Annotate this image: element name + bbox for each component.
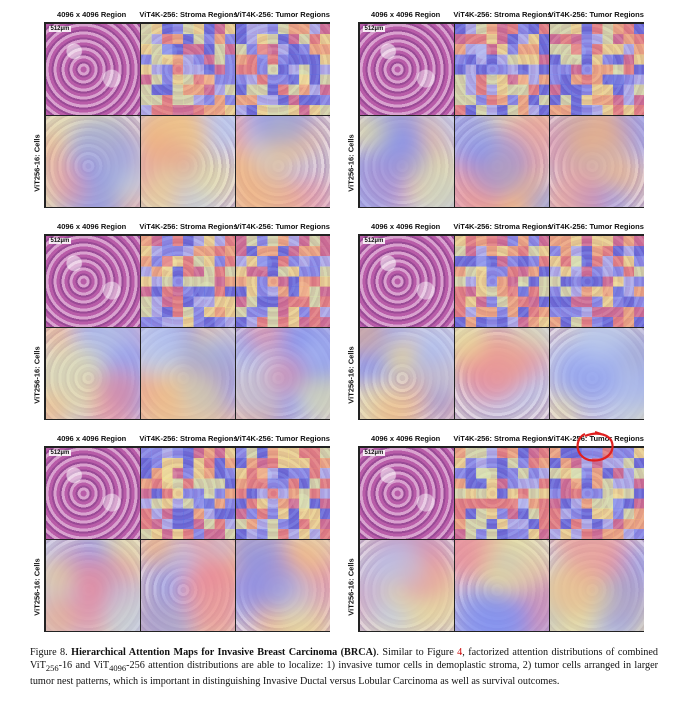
caption-text-c: -16 and ViT xyxy=(58,660,110,671)
side-label: ViT256-16: Cells xyxy=(30,330,44,420)
header-tumor: ViT4K-256: Tumor Regions xyxy=(234,222,330,231)
image-grid: 512µm xyxy=(358,22,645,208)
side-label-text: ViT256-16: Cells xyxy=(32,346,42,404)
figure-ref-link[interactable]: 4 xyxy=(457,647,463,658)
cell-attention-map xyxy=(454,539,550,631)
cell-attention-map xyxy=(550,539,645,631)
header-tumor: ViT4K-256: Tumor Regions xyxy=(234,10,330,19)
figure-caption: Figure 8. Hierarchical Attention Maps fo… xyxy=(30,646,658,688)
cell-attention-map xyxy=(236,115,331,207)
header-stroma: ViT4K-256: Stroma Regions xyxy=(139,10,238,19)
patch-attention-map xyxy=(140,235,236,327)
caption-sub-1: 256 xyxy=(45,663,59,674)
header-stroma: ViT4K-256: Stroma Regions xyxy=(453,222,552,231)
red-circle-annotation xyxy=(576,431,614,462)
header-region: 4096 x 4096 Region xyxy=(371,434,441,443)
patch-attention-map xyxy=(550,23,645,115)
panel-4: 4096 x 4096 Region ViT4K-256: Stroma Regi… xyxy=(344,222,645,420)
side-label: ViT256-16: Cells xyxy=(344,118,358,208)
header-stroma: ViT4K-256: Stroma Regions xyxy=(139,434,238,443)
he-region-image: 512µm xyxy=(45,23,140,115)
patch-attention-map xyxy=(454,23,550,115)
panel-5: 4096 x 4096 Region ViT4K-256: Stroma Regi… xyxy=(30,434,331,632)
he-region-image: 512µm xyxy=(45,235,140,327)
he-region-image: 512µm xyxy=(359,235,454,327)
scale-bar-label: 512µm xyxy=(362,449,386,456)
cell-attention-region xyxy=(359,327,454,419)
side-label: ViT256-16: Cells xyxy=(30,542,44,632)
cell-attention-map xyxy=(550,115,645,207)
caption-text-b: , factorized attention distributions of … xyxy=(30,647,658,671)
header-stroma: ViT4K-256: Stroma Regions xyxy=(453,434,552,443)
patch-attention-map xyxy=(236,23,331,115)
patch-attention-map xyxy=(550,447,645,539)
patch-attention-map xyxy=(140,447,236,539)
panel-6: 4096 x 4096 Region ViT4K-256: Stroma Regi… xyxy=(344,434,645,632)
scale-bar-label: 512µm xyxy=(48,449,72,456)
caption-sub-2: 4096 xyxy=(109,663,127,674)
patch-attention-map xyxy=(236,235,331,327)
side-label-text: ViT256-16: Cells xyxy=(32,134,42,192)
header-region: 4096 x 4096 Region xyxy=(57,434,127,443)
side-label: ViT256-16: Cells xyxy=(30,118,44,208)
side-label-text: ViT256-16: Cells xyxy=(32,558,42,616)
cell-attention-region xyxy=(359,539,454,631)
header-region: 4096 x 4096 Region xyxy=(371,222,441,231)
caption-text-d: -256 attention distributions are able to… xyxy=(30,660,659,688)
cell-attention-map xyxy=(140,115,236,207)
side-label-text: ViT256-16: Cells xyxy=(346,346,356,404)
header-tumor: ViT4K-256: Tumor Regions xyxy=(234,434,330,443)
he-region-image: 512µm xyxy=(45,447,140,539)
cell-attention-region xyxy=(45,327,140,419)
cell-attention-map xyxy=(454,327,550,419)
he-region-image: 512µm xyxy=(359,23,454,115)
panel-3: 4096 x 4096 Region ViT4K-256: Stroma Regi… xyxy=(30,222,331,420)
cell-attention-map xyxy=(140,327,236,419)
image-grid: 512µm xyxy=(44,234,331,420)
cell-attention-map xyxy=(236,327,331,419)
cell-attention-map xyxy=(236,539,331,631)
cell-attention-map xyxy=(140,539,236,631)
scale-bar-label: 512µm xyxy=(362,237,386,244)
header-tumor: ViT4K-256: Tumor Regions xyxy=(548,10,644,19)
caption-title: Hierarchical Attention Maps for Invasive… xyxy=(71,647,377,658)
patch-attention-map xyxy=(236,447,331,539)
cell-attention-region xyxy=(45,539,140,631)
panel-2: 4096 x 4096 Region ViT4K-256: Stroma Regi… xyxy=(344,10,645,208)
header-stroma: ViT4K-256: Stroma Regions xyxy=(453,10,552,19)
figure-number: Figure 8. xyxy=(30,647,68,658)
header-tumor: ViT4K-256: Tumor Regions xyxy=(548,222,644,231)
image-grid: 512µm xyxy=(358,234,645,420)
side-label: ViT256-16: Cells xyxy=(344,542,358,632)
scale-bar-label: 512µm xyxy=(362,25,386,32)
side-label-text: ViT256-16: Cells xyxy=(346,558,356,616)
patch-attention-map xyxy=(454,447,550,539)
side-label-text: ViT256-16: Cells xyxy=(346,134,356,192)
header-stroma: ViT4K-256: Stroma Regions xyxy=(139,222,238,231)
header-tumor: ViT4K-256: Tumor Regions xyxy=(548,434,644,443)
patch-attention-map xyxy=(550,235,645,327)
header-region: 4096 x 4096 Region xyxy=(371,10,441,19)
patch-attention-map xyxy=(140,23,236,115)
scale-bar-label: 512µm xyxy=(48,25,72,32)
header-region: 4096 x 4096 Region xyxy=(57,222,127,231)
cell-attention-region xyxy=(45,115,140,207)
panel-1: 4096 x 4096 Region ViT4K-256: Stroma Regi… xyxy=(30,10,331,208)
he-region-image: 512µm xyxy=(359,447,454,539)
scale-bar-label: 512µm xyxy=(48,237,72,244)
cell-attention-map xyxy=(550,327,645,419)
image-grid: 512µm xyxy=(44,446,331,632)
image-grid: 512µm xyxy=(358,446,645,632)
caption-text-a: . Similar to Figure xyxy=(376,647,458,658)
cell-attention-region xyxy=(359,115,454,207)
cell-attention-map xyxy=(454,115,550,207)
image-grid: 512µm xyxy=(44,22,331,208)
patch-attention-map xyxy=(454,235,550,327)
side-label: ViT256-16: Cells xyxy=(344,330,358,420)
header-region: 4096 x 4096 Region xyxy=(57,10,127,19)
